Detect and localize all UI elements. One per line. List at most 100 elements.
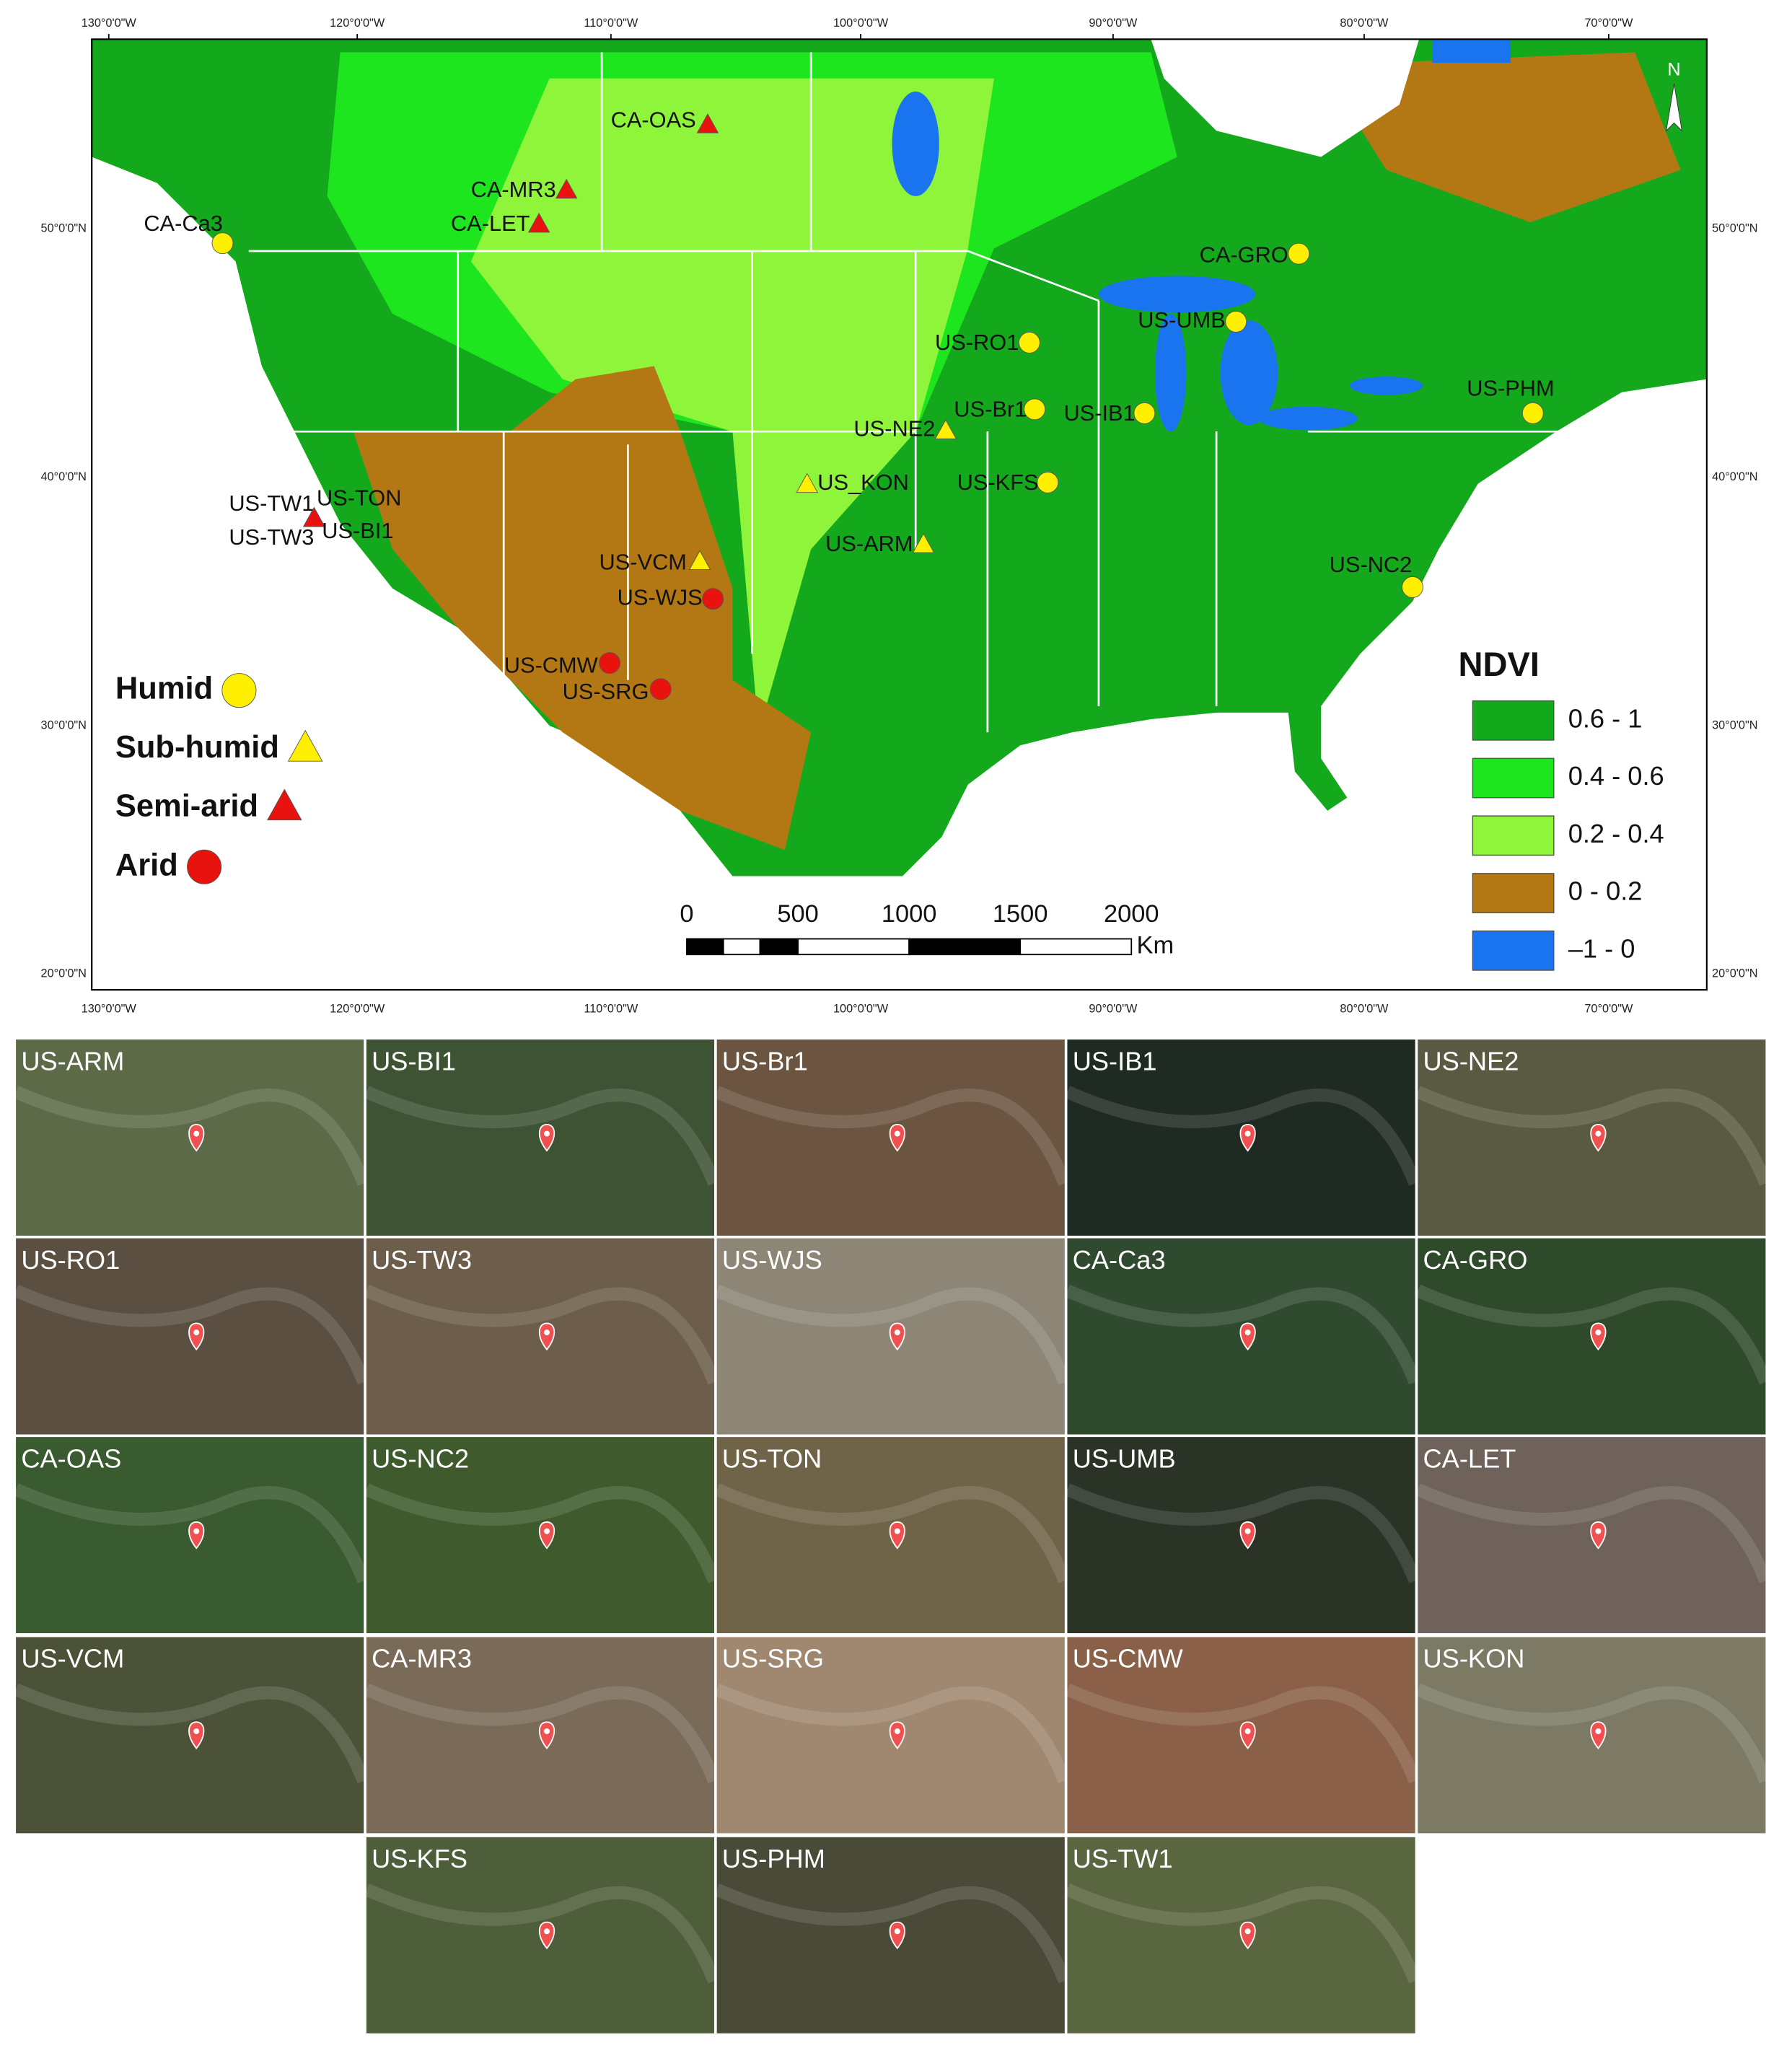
location-pin xyxy=(538,1123,555,1152)
location-pin xyxy=(188,1322,205,1351)
terrain-texture xyxy=(13,1483,370,1583)
terrain-texture xyxy=(1415,1284,1772,1385)
site-label: US-TW3 xyxy=(229,524,314,550)
ndvi-swatch xyxy=(1472,873,1555,913)
lake-ontario xyxy=(1349,377,1423,395)
north-arrow-label: N xyxy=(1667,60,1680,80)
terrain-texture xyxy=(364,1483,721,1583)
longitude-label: 120°0'0"W xyxy=(330,17,385,30)
site-label: US-TON xyxy=(317,485,402,511)
location-pin xyxy=(1239,1921,1256,1950)
hudson-bay xyxy=(1151,39,1420,157)
site-marker xyxy=(1521,402,1544,424)
ndvi-label: 0.6 - 1 xyxy=(1568,703,1643,733)
site-marker xyxy=(912,532,935,553)
thumbnail-label: US-WJS xyxy=(722,1245,822,1275)
lake-erie xyxy=(1258,406,1358,431)
site-marker xyxy=(696,113,719,133)
north-arrow xyxy=(1665,83,1683,132)
ndvi-legend-title: NDVI xyxy=(1458,645,1540,683)
location-pin xyxy=(889,1521,905,1550)
scale-segment xyxy=(908,938,1022,956)
location-pin xyxy=(1590,1721,1607,1749)
terrain-texture xyxy=(364,1284,721,1385)
terrain-texture xyxy=(713,1883,1071,1984)
longitude-label: 100°0'0"W xyxy=(833,1003,889,1016)
latitude-label: 30°0'0"N xyxy=(41,718,87,731)
thumbnail-label: US-RO1 xyxy=(21,1245,120,1275)
climate-legend-symbol xyxy=(287,729,323,762)
thumbnail-label: CA-GRO xyxy=(1423,1245,1528,1275)
climate-legend-label: Sub-humid xyxy=(115,730,279,765)
site-label: US-TW1 xyxy=(229,491,314,516)
location-pin-dot xyxy=(193,1130,200,1137)
site-marker xyxy=(934,419,957,439)
terrain-texture xyxy=(1064,1086,1422,1186)
ndvi-swatch xyxy=(1472,757,1555,799)
latitude-label: 20°0'0"N xyxy=(1712,967,1757,980)
latitude-label: 40°0'0"N xyxy=(1712,470,1757,483)
terrain-texture xyxy=(713,1284,1071,1385)
ndvi-label: –1 - 0 xyxy=(1568,933,1635,963)
thumbnail-label: US-TW3 xyxy=(372,1245,472,1275)
ndvi-swatch xyxy=(1472,700,1555,741)
thumbnail-label: US-Br1 xyxy=(722,1046,808,1076)
scale-segment xyxy=(722,938,761,956)
ndvi-map xyxy=(92,39,1707,990)
site-label: CA-MR3 xyxy=(471,177,556,202)
thumbnail-label: US-CMW xyxy=(1073,1644,1184,1674)
site-label: CA-GRO xyxy=(1200,242,1288,267)
terrain-texture xyxy=(713,1483,1071,1583)
ndvi-label: 0.2 - 0.4 xyxy=(1568,819,1664,848)
site-label: US-WJS xyxy=(618,584,703,610)
location-pin xyxy=(538,1521,555,1550)
site-marker xyxy=(1037,471,1059,493)
thumbnail-label: US-TON xyxy=(722,1443,822,1473)
site-marker xyxy=(1288,242,1310,265)
border-lines xyxy=(248,52,1622,733)
scale-segment xyxy=(686,938,724,956)
terrain-texture xyxy=(1064,1683,1422,1784)
location-pin-dot xyxy=(544,1329,550,1336)
location-pin-dot xyxy=(193,1728,200,1734)
location-pin xyxy=(188,1123,205,1152)
longitude-label: 110°0'0"W xyxy=(584,17,638,30)
ndvi-label: 0 - 0.2 xyxy=(1568,876,1643,906)
site-label: US-CMW xyxy=(504,653,598,678)
location-pin xyxy=(889,1721,905,1749)
longitude-label: 120°0'0"W xyxy=(330,1003,385,1016)
location-pin-dot xyxy=(1244,1928,1251,1935)
terrain-texture xyxy=(364,1683,721,1784)
location-pin-dot xyxy=(894,1130,900,1137)
site-marker xyxy=(1402,576,1423,598)
thumbnail-label: CA-Ca3 xyxy=(1073,1245,1166,1275)
site-label: US-NC2 xyxy=(1330,552,1413,577)
location-pin xyxy=(889,1322,905,1351)
site-marker xyxy=(649,678,672,700)
site-label: US-Br1 xyxy=(954,396,1027,421)
location-pin-dot xyxy=(1244,1528,1251,1534)
latitude-label: 20°0'0"N xyxy=(41,967,87,980)
site-label: CA-LET xyxy=(451,211,530,236)
location-pin xyxy=(188,1721,205,1749)
site-label: CA-OAS xyxy=(611,107,696,133)
climate-legend-label: Humid xyxy=(115,672,213,706)
scale-segment xyxy=(759,938,799,956)
site-label: US-BI1 xyxy=(322,518,393,543)
terrain-texture xyxy=(13,1086,370,1186)
longitude-label: 80°0'0"W xyxy=(1340,1003,1389,1016)
borders xyxy=(248,52,1622,733)
site-marker xyxy=(1225,310,1247,333)
latitude-label: 30°0'0"N xyxy=(1712,718,1757,731)
ndvi-swatch xyxy=(1472,815,1555,856)
lake-superior xyxy=(1098,276,1256,313)
thumbnail-label: US-SRG xyxy=(722,1644,824,1674)
longitude-label: 90°0'0"W xyxy=(1089,17,1138,30)
site-label: US-IB1 xyxy=(1063,400,1135,426)
location-pin-dot xyxy=(1595,1130,1602,1137)
location-pin-dot xyxy=(894,1329,900,1336)
location-pin-dot xyxy=(193,1528,200,1534)
location-pin xyxy=(538,1921,555,1950)
site-label: US_KON xyxy=(817,470,909,495)
